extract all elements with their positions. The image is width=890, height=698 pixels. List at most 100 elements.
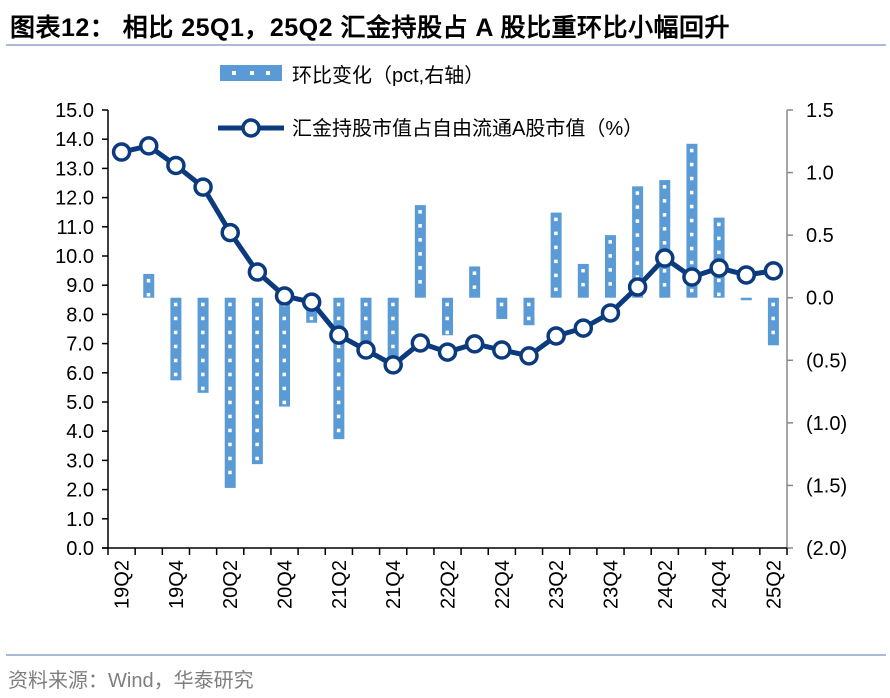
bar-pattern-dot [418,210,422,214]
bar [387,297,399,363]
bar-pattern-dot [554,273,558,278]
bar-pattern-dot [391,316,395,321]
bar [767,297,779,346]
bar-rect [740,297,752,301]
bar-rect [659,180,671,298]
line-point [138,136,159,156]
bar-pattern-dot [689,232,694,237]
bar-pattern-dot [662,241,667,245]
y-left-tick-label: 7.0 [66,334,94,356]
bar-pattern-dot [608,240,612,244]
bar-pattern-dot [608,268,612,272]
bar-pattern-dot [689,148,694,153]
y-right-tick-label: (2.0) [806,538,847,560]
x-tick-label: 20Q4 [275,560,297,609]
bar [496,297,508,319]
bar-pattern-dot [554,245,558,250]
bar-pattern-dot [228,456,232,461]
bar-pattern-dot [255,428,259,433]
x-tick-label: 23Q4 [600,560,622,609]
y-right-tick-label: 1.0 [806,163,834,185]
bar-rect [414,205,426,298]
bar-pattern-dot [717,250,721,255]
y-left-tick-label: 1.0 [66,509,94,531]
bar-pattern-dot [418,238,422,242]
bar [333,297,345,440]
line-point [709,258,729,278]
bar-pattern-dot [255,316,259,321]
bar-pattern-dot [282,358,287,363]
bar-pattern-dot [635,191,640,195]
legend-item-bar: 环比变化（pct,右轴） [220,64,484,87]
bar-pattern-dot [201,358,205,363]
bar-pattern-dot [662,213,667,217]
bar-pattern-dot [201,330,205,335]
bar-pattern-dot [635,219,640,223]
bar [197,297,209,393]
bar-pattern-dot [228,358,232,363]
line-point [329,325,349,345]
bar [604,235,616,298]
bar [279,297,291,407]
x-tick-label: 23Q2 [546,560,568,609]
bar-pattern-dot [228,302,232,307]
x-tick-label: 19Q4 [166,560,188,609]
legend-swatch-dot [250,71,254,75]
bar [659,180,671,298]
bar-pattern-dot [554,217,558,222]
bar-pattern-dot [364,316,368,321]
bar-pattern-dot [336,400,341,405]
bar [577,263,589,298]
y-right-tick-label: 0.0 [806,288,834,310]
line-point [193,177,213,197]
bar-pattern-dot [364,302,368,307]
bar-rect [632,186,644,298]
bar-pattern-dot [689,204,694,209]
source-note: 资料来源：Wind，华泰研究 [8,670,254,692]
line-point [220,222,240,243]
bar-pattern-dot [255,414,259,419]
bar-rect [604,235,616,298]
bar-pattern-dot [391,330,395,335]
line-point [682,267,702,287]
bar-pattern-dot [689,246,694,251]
bar-rect [442,297,453,336]
bar-rect [333,297,345,440]
bar-pattern-dot [418,280,422,284]
bar-rect [767,297,779,346]
bar-pattern-dot [391,344,395,349]
bar-pattern-dot [228,428,232,433]
line-point [437,342,458,362]
bar-pattern-dot [662,199,667,203]
bar-pattern-dot [581,282,585,287]
bar-pattern-dot [689,176,694,181]
bar-pattern-dot [635,233,640,237]
bar-rect [523,297,535,326]
y-left-tick-label: 9.0 [66,275,94,297]
bar [143,273,155,298]
bar-pattern-dot [717,292,721,297]
bar-pattern-dot [173,344,178,349]
axes: 0.0 1.0 2.0 3.0 4.0 5.0 6.0 7.0 8.0 9.0 10.0 11.0 12… [55,100,847,560]
bar-rect [170,297,182,381]
bar-pattern-dot [228,400,232,405]
line-point [247,262,268,282]
x-tick-label: 22Q4 [492,560,514,609]
bar-pattern-dot [635,205,640,209]
footer-separator [6,654,886,656]
bar-pattern-dot [255,372,259,377]
bar-pattern-dot [255,330,259,335]
x-tick-label: 19Q2 [112,560,134,609]
bar-pattern-dot [228,470,232,475]
line-point [600,303,621,323]
bar-pattern-dot [201,302,205,307]
bar-pattern-dot [255,344,259,349]
y-right-tick-label: (0.5) [806,350,847,372]
y-left-tick-label: 0.0 [66,538,94,560]
bar-pattern-dot [201,316,205,321]
bar-pattern-dot [336,302,341,307]
bar-pattern-dot [689,190,694,195]
bar-pattern-dot [689,288,694,293]
bar [360,297,372,348]
x-tick-label: 22Q2 [438,560,460,609]
